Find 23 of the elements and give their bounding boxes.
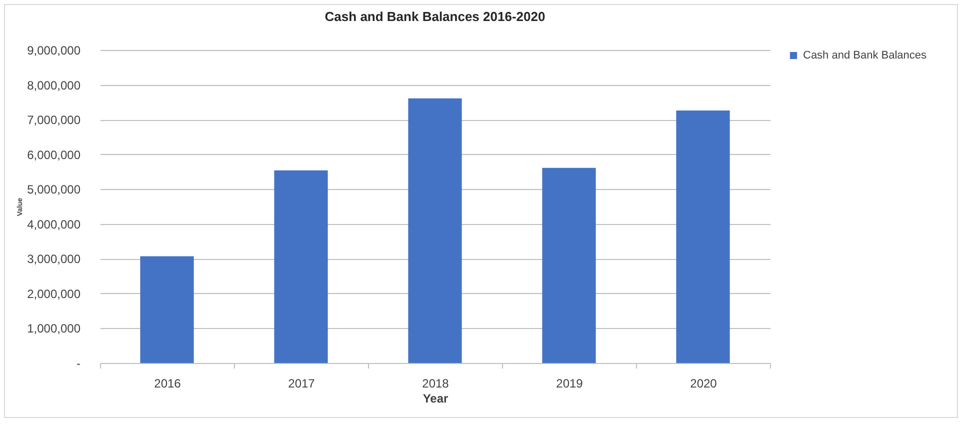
x-tick-label: 2020 [690,376,718,390]
chart-title: Cash and Bank Balances 2016-2020 [324,9,546,24]
y-tick-label: 4,000,000 [27,217,81,232]
x-tick-label: 2017 [288,376,316,390]
x-tick-label: 2018 [422,376,450,390]
y-tick-label: 8,000,000 [27,78,81,92]
y-tick-label: 6,000,000 [27,148,81,162]
bar [140,256,194,363]
x-axis-title: Year [422,392,449,406]
y-tick-label: 1,000,000 [27,322,81,336]
y-tick-label: 3,000,000 [27,252,81,266]
legend-label: Cash and Bank Balances [803,50,928,62]
x-tick-label: 2019 [556,376,584,390]
bar [408,98,462,363]
x-tick-label: 2016 [154,376,182,390]
bar [676,110,730,363]
bar [542,168,596,363]
y-tick-label: 2,000,000 [27,286,81,301]
bar [274,170,328,363]
y-tick-label: 5,000,000 [27,182,81,197]
y-tick-label: - [76,356,80,370]
y-tick-label: 7,000,000 [27,113,81,128]
y-tick-label: 9,000,000 [27,44,81,58]
